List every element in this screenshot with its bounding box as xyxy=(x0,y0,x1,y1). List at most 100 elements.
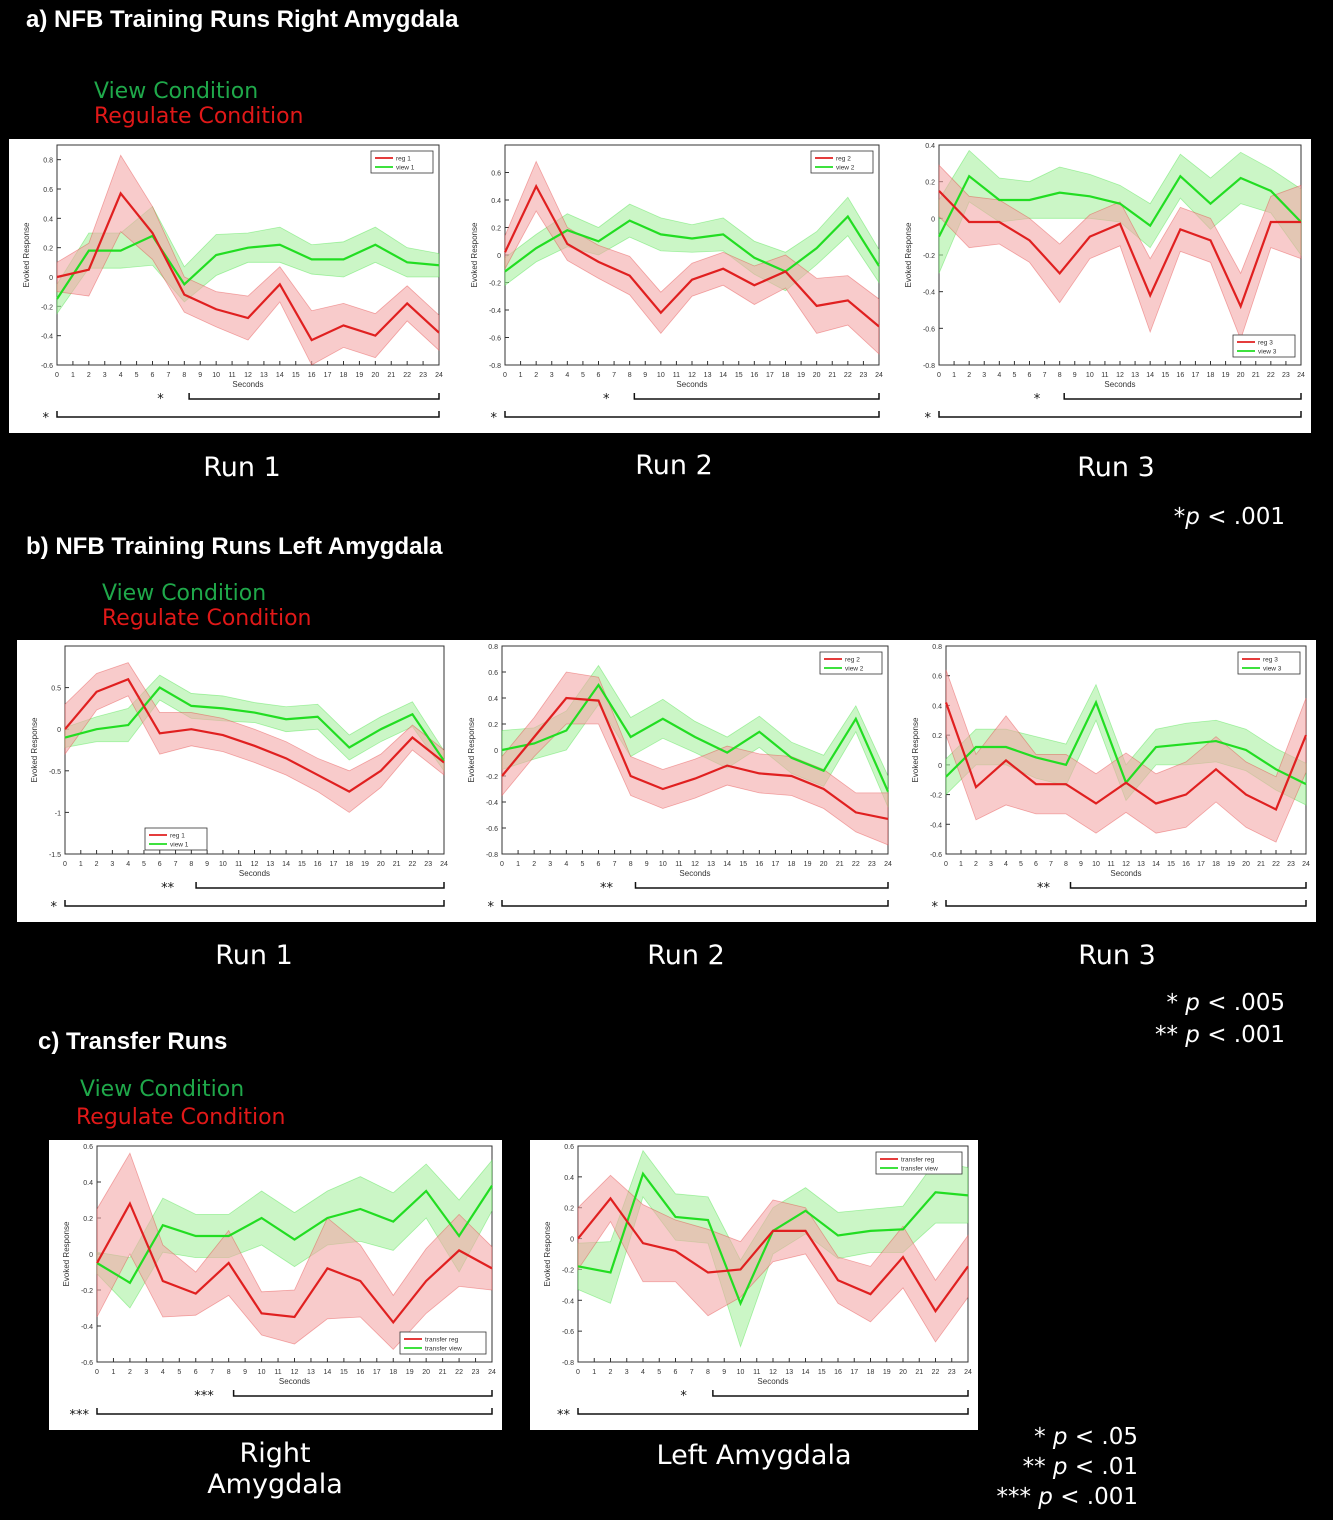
x-tick-label: 23 xyxy=(419,372,427,379)
y-tick-label: -0.2 xyxy=(489,281,501,288)
chart-a3: -0.8-0.6-0.4-0.200.20.40 1 2 3 4 5 6 7 8 9 10 11 12 1… xyxy=(904,143,1305,426)
x-tick-label: 15 xyxy=(739,861,747,868)
section-a-charts: -0.6-0.4-0.200.20.40.60.80 1 2 3 4 5 6 7 8 9 10 11 1… xyxy=(22,143,1305,426)
significance-bracket-short xyxy=(188,393,440,400)
x-tick-label: 10 xyxy=(219,861,227,868)
section-c-chart-left: -0.8-0.6-0.4-0.200.20.40.60 1 2 3 4 5 6 7 8 9 10 11… xyxy=(543,1144,972,1423)
y-tick-label: -0.6 xyxy=(81,1360,93,1367)
y-tick-label: 0.8 xyxy=(43,158,53,165)
series-line xyxy=(96,1201,493,1325)
significance-marker-long: * xyxy=(488,900,495,915)
section-b-significance-note-2: ** p < .001 xyxy=(1154,1022,1285,1048)
y-tick-label: -0.4 xyxy=(41,334,53,341)
legend-label: view 2 xyxy=(845,666,864,673)
x-tick-label: 20 xyxy=(377,861,385,868)
chart-c1: -0.6-0.4-0.200.20.40.60 1 2 3 4 5 6 7 8 9 10 11 12 13… xyxy=(62,1144,496,1423)
section-b-panel: -1.5 -1 -0.5 0 0.5 0 1 2 3 4 5 6 7 8 9 10 11 12 13 14 15 16 17… xyxy=(17,640,1316,922)
x-tick-label: 22 xyxy=(932,1369,940,1376)
y-tick-label: 0.4 xyxy=(491,198,501,205)
legend-label: transfer reg xyxy=(425,1337,459,1344)
x-tick-label: 24 xyxy=(964,1369,972,1376)
y-tick-label: 0.4 xyxy=(83,1180,93,1187)
y-tick-label: 0.4 xyxy=(932,703,942,710)
x-tick-label: 10 xyxy=(659,861,667,868)
x-tick-label: 15 xyxy=(298,861,306,868)
x-tick-label: 19 xyxy=(883,1369,891,1376)
x-tick-label: 18 xyxy=(1207,372,1215,379)
y-tick-label: -0.4 xyxy=(81,1324,93,1331)
chart-a1: -0.6-0.4-0.200.20.40.60.80 1 2 3 4 5 6 7 8 9 10 11 1… xyxy=(22,144,443,426)
section-b-regulate-label: Regulate Condition xyxy=(102,606,312,631)
series-line xyxy=(504,183,880,328)
x-tick-label: 15 xyxy=(340,1369,348,1376)
significance-marker-long: * xyxy=(43,411,50,426)
x-tick-label: 2 xyxy=(95,861,99,868)
x-tick-label: 21 xyxy=(836,861,844,868)
x-tick-label: 20 xyxy=(371,372,379,379)
x-tick-label: 2 xyxy=(534,372,538,379)
x-tick-label: 4 xyxy=(997,372,1001,379)
x-tick-label: 16 xyxy=(750,372,758,379)
y-tick-label: 0.4 xyxy=(925,143,935,150)
y-axis-label: Evoked Response xyxy=(904,222,913,287)
x-tick-label: 10 xyxy=(657,372,665,379)
chart-c2: -0.8-0.6-0.4-0.200.20.40.60 1 2 3 4 5 6 7 8 9 10 11… xyxy=(543,1144,972,1423)
x-tick-label: 12 xyxy=(244,372,252,379)
y-tick-label: -0.2 xyxy=(81,1288,93,1295)
x-tick-label: 0 xyxy=(576,1369,580,1376)
x-tick-label: 13 xyxy=(307,1369,315,1376)
x-tick-label: 1 xyxy=(112,1369,116,1376)
y-tick-label: 0.2 xyxy=(932,733,942,740)
x-tick-label: 8 xyxy=(628,372,632,379)
y-tick-label: 0.4 xyxy=(564,1175,574,1182)
x-tick-label: 11 xyxy=(673,372,680,379)
x-tick-label: 14 xyxy=(1146,372,1154,379)
x-tick-label: 9 xyxy=(643,372,647,379)
x-tick-label: 20 xyxy=(813,372,821,379)
significance-marker-long: * xyxy=(932,900,939,915)
x-tick-label: 1 xyxy=(516,861,520,868)
section-c-panel-right: -0.6 -0.4 -0.2 0 0.2 0.4 0.6 0 1 2 3 4 5 6 7 8 9 10 11 12 13… xyxy=(49,1140,502,1430)
y-tick-label: 0 xyxy=(497,253,501,260)
x-axis-label: Seconds xyxy=(239,869,270,878)
section-a-run-1-label: Run 1 xyxy=(203,452,281,483)
series-line xyxy=(96,1184,493,1285)
x-tick-label: 23 xyxy=(472,1369,480,1376)
x-tick-label: 19 xyxy=(797,372,805,379)
x-tick-label: 21 xyxy=(393,861,401,868)
legend-label: view 3 xyxy=(1258,349,1277,356)
confidence-band xyxy=(96,1159,493,1309)
x-tick-label: 5 xyxy=(580,861,584,868)
x-tick-label: 2 xyxy=(974,861,978,868)
x-tick-label: 10 xyxy=(258,1369,266,1376)
y-tick-label: 0.6 xyxy=(83,1144,93,1151)
x-tick-label: 2 xyxy=(609,1369,613,1376)
x-tick-label: 9 xyxy=(1079,861,1083,868)
x-tick-label: 3 xyxy=(110,861,114,868)
x-tick-label: 1 xyxy=(959,861,963,868)
section-a-panel: -0.6 -0.4 -0.2 0 0.2 0.4 0.6 0.8 0 1 2 3 4 5 6 7 8 9 10 11 1… xyxy=(9,139,1311,433)
x-tick-label: 11 xyxy=(235,861,242,868)
section-c-significance-note-3: *** p < .001 xyxy=(996,1484,1138,1510)
chart-a2: -0.8-0.6-0.4-0.200.20.40.60 1 2 3 4 5 6 7 8 9 10 11… xyxy=(470,144,883,426)
x-tick-label: 0 xyxy=(63,861,67,868)
x-tick-label: 17 xyxy=(330,861,338,868)
chart-b2: -0.8-0.6-0.4-0.200.20.40.60.80 1 2 3 4 5 6 7 8 9 1… xyxy=(467,644,892,915)
x-tick-label: 4 xyxy=(1004,861,1008,868)
significance-marker-long: ** xyxy=(557,1408,571,1423)
x-tick-label: 13 xyxy=(1137,861,1145,868)
x-tick-label: 1 xyxy=(592,1369,596,1376)
x-tick-label: 19 xyxy=(804,861,812,868)
x-tick-label: 21 xyxy=(1252,372,1260,379)
section-c-view-label: View Condition xyxy=(80,1077,245,1102)
y-tick-label: -0.2 xyxy=(41,304,53,311)
legend-label: view 1 xyxy=(170,842,189,849)
section-c-left-amygdala-label: Left Amygdala xyxy=(656,1440,852,1471)
x-tick-label: 19 xyxy=(1222,372,1230,379)
significance-bracket-long xyxy=(577,1408,969,1415)
x-tick-label: 24 xyxy=(488,1369,496,1376)
x-tick-label: 22 xyxy=(409,861,417,868)
x-tick-label: 9 xyxy=(722,1369,726,1376)
significance-bracket-long xyxy=(96,1408,493,1415)
x-tick-label: 15 xyxy=(292,372,300,379)
